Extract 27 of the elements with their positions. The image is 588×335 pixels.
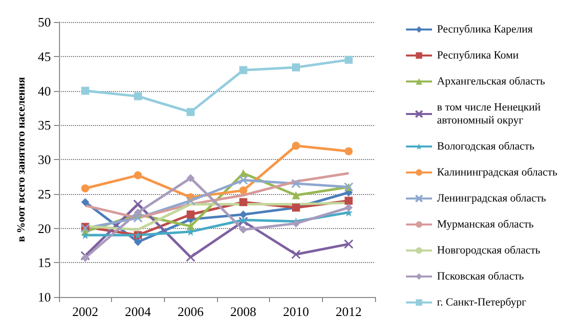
y-tick-label: 20 [38, 220, 51, 236]
legend-label: Псковская область [437, 270, 524, 282]
y-tick-label: 25 [38, 186, 51, 202]
legend-label: Республика Коми [437, 50, 519, 62]
legend-label: Ленинградская область [437, 192, 546, 204]
y-tick-label: 35 [38, 118, 51, 133]
legend-label: Вологодская область [437, 140, 534, 152]
x-tick-label: 2008 [230, 304, 256, 319]
legend-label: Мурманская область [437, 218, 534, 230]
y-tick-label: 10 [38, 290, 51, 304]
y-tick-label: 40 [38, 83, 51, 98]
y-axis-title: в %оот всего занятого населения [16, 76, 28, 242]
y-tick-label: 45 [38, 48, 51, 64]
x-tick-label: 2012 [336, 304, 362, 319]
x-tick-label: 2002 [72, 304, 98, 319]
y-tick-label: 15 [38, 255, 51, 270]
x-tick-label: 2010 [282, 304, 309, 319]
x-tick-label: 2006 [178, 304, 204, 319]
legend-label: в том числе Ненецкий автономный округ [437, 102, 541, 126]
legend-label: г. Санкт-Петербург [437, 296, 527, 308]
legend-label: Республика Карелия [437, 24, 533, 36]
y-tick-label: 30 [38, 152, 51, 167]
legend-label: Калининградская область [437, 166, 558, 178]
legend-label: Новгородская область [437, 244, 540, 256]
legend-label: Архангельская область [437, 76, 545, 88]
y-tick-label: 50 [38, 14, 51, 30]
x-tick-label: 2004 [124, 304, 152, 319]
